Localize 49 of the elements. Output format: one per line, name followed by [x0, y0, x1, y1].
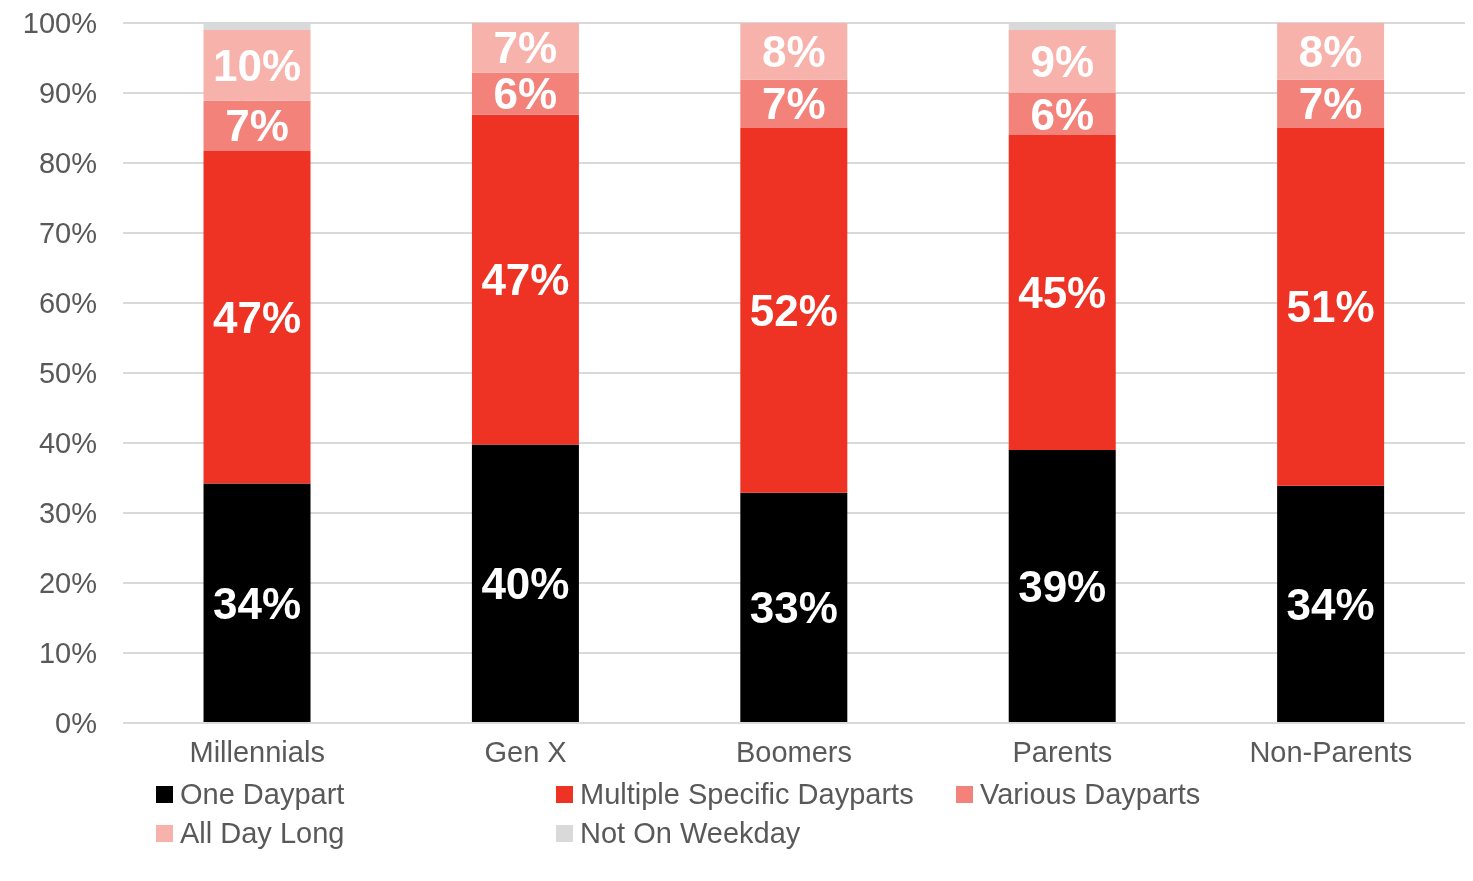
bar [1277, 128, 1385, 486]
bar [1008, 450, 1116, 723]
data-label: 47% [212, 292, 302, 342]
legend-label: Not On Weekday [580, 817, 801, 850]
y-tick-label: 90% [38, 77, 97, 110]
legend-label: One Daypart [180, 778, 345, 811]
bar [1008, 135, 1116, 450]
x-tick-label: Boomers [735, 735, 853, 768]
data-label: 8% [1298, 26, 1363, 76]
data-label: 7% [225, 101, 289, 151]
legend-label: Various Dayparts [980, 778, 1201, 811]
y-tick-label: 10% [38, 637, 97, 670]
y-tick-label: 100% [22, 7, 97, 40]
data-label: 7% [1298, 79, 1363, 129]
bar [203, 151, 311, 484]
bar [740, 128, 848, 493]
data-label: 47% [481, 255, 570, 305]
bar [740, 492, 848, 723]
data-label: 34% [1286, 579, 1375, 629]
x-tick-label: Parents [1012, 735, 1113, 768]
y-tick-label: 20% [38, 567, 97, 600]
data-label: 9% [1030, 37, 1095, 86]
data-label: 51% [1286, 282, 1375, 332]
y-tick-label: 70% [38, 217, 97, 250]
y-tick-label: 40% [38, 427, 97, 460]
data-label: 8% [762, 26, 826, 76]
bar [203, 483, 311, 723]
x-tick-label: Non-Parents [1249, 735, 1413, 768]
data-label: 52% [749, 285, 838, 335]
legend-label: Multiple Specific Dayparts [580, 778, 914, 811]
bar [471, 444, 579, 723]
x-tick-label: Millennials [189, 735, 325, 768]
data-label: 6% [1030, 89, 1095, 139]
y-tick-label: 80% [38, 147, 97, 180]
y-tick-label: 60% [38, 287, 97, 320]
legend-label: All Day Long [180, 817, 345, 850]
data-label: 39% [1018, 562, 1107, 611]
data-label: 33% [749, 583, 838, 633]
y-tick-label: 0% [55, 707, 97, 740]
data-label: 7% [762, 79, 826, 129]
bar [1277, 485, 1385, 723]
data-label: 45% [1018, 268, 1107, 317]
data-label: 40% [481, 559, 570, 609]
y-tick-label: 50% [38, 357, 97, 390]
y-tick-label: 30% [38, 497, 97, 530]
x-tick-label: Gen X [484, 735, 567, 768]
data-label: 10% [212, 40, 302, 90]
data-label: 34% [212, 578, 302, 628]
bar [471, 114, 579, 445]
